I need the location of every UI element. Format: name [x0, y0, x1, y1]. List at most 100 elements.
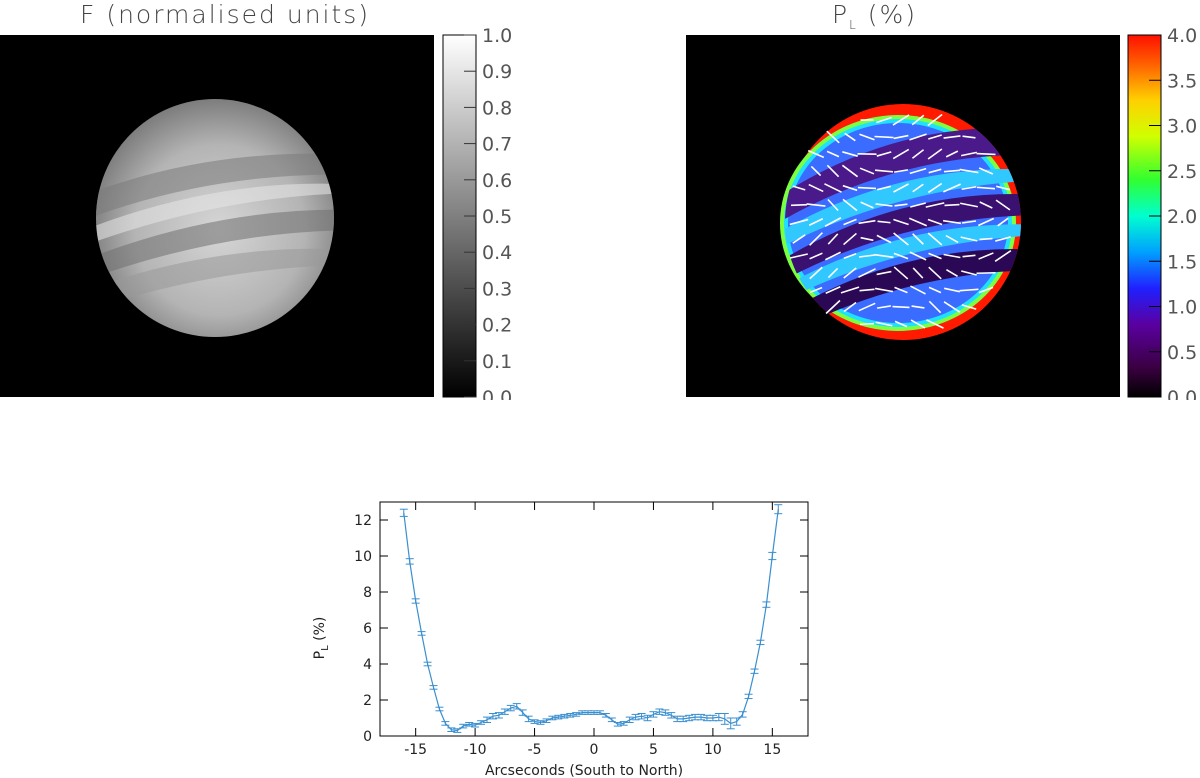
series-line: [403, 509, 779, 732]
polarization-vector: [894, 320, 908, 328]
x-tick-label: -5: [528, 742, 542, 758]
colorbar-tick-label: 1.5: [1167, 251, 1197, 273]
colorbar-tick-label: 0.6: [482, 170, 512, 192]
polarization-vector: [961, 304, 977, 310]
polarization-vector: [874, 253, 894, 259]
polarization-vector: [927, 232, 943, 246]
polarization-vector: [808, 218, 824, 226]
polarization-vector: [827, 267, 839, 279]
polarization-vector: [976, 186, 996, 190]
polarization-vector: [962, 254, 976, 258]
polarization-vector: [997, 217, 1009, 227]
colorbar-tick-label: 0.1: [482, 351, 512, 373]
polarization-vector: [944, 287, 960, 293]
polarization-vector: [809, 266, 823, 280]
polarization-vector: [827, 233, 839, 245]
polarization-vector: [912, 267, 924, 279]
polarization-vector: [807, 149, 825, 159]
colorbar-tick-label: 0.8: [482, 97, 512, 119]
polarization-vector: [893, 134, 909, 140]
polarization-vector: [876, 305, 892, 309]
polarization-vector: [961, 185, 977, 191]
polarization-vector: [875, 203, 893, 207]
polarization-vector: [925, 202, 945, 208]
polarization-vector: [841, 164, 859, 178]
polarization-colorbar: 0.0 0.5 1.0 1.5 2.0 2.5 3.0 3.5 4.0: [1127, 28, 1197, 400]
polarization-vector: [874, 135, 894, 139]
polarization-vector: [876, 116, 892, 124]
polarization-vector: [810, 165, 822, 177]
polarization-vector: [860, 201, 874, 209]
polarization-vector: [858, 302, 876, 312]
polarization-vector: [961, 220, 977, 224]
polarization-vector: [842, 184, 858, 192]
y-tick-label: 6: [363, 621, 372, 637]
polarization-vector: [979, 201, 993, 209]
polarization-vector: [874, 287, 894, 293]
polarization-panel-title: PL (%): [832, 0, 917, 32]
polarization-vector: [912, 183, 924, 193]
polarization-vector: [912, 233, 924, 245]
polarization-vector: [928, 168, 942, 174]
polarization-vector: [893, 232, 909, 246]
polarization-vector: [910, 202, 926, 208]
flux-panel-title: F (normalised units): [80, 0, 371, 29]
polarization-vector: [843, 218, 857, 226]
polarization-vector: [944, 203, 960, 207]
polarization-vector: [842, 151, 858, 157]
colorbar-tick-label: 2.5: [1167, 161, 1197, 183]
polarization-vector: [808, 183, 824, 193]
colorbar-tick-label: 0.4: [482, 242, 512, 264]
flux-colorbar: 0.0 0.1 0.2 0.3 0.4 0.5 0.6 0.7 0.8 0.9 1.0: [442, 28, 512, 400]
polarization-vector: [858, 219, 876, 225]
colorbar-tick-label: 0.3: [482, 278, 512, 300]
polarization-vector: [909, 133, 927, 141]
polarization-vector: [946, 268, 958, 278]
y-tick-label: 10: [354, 549, 372, 565]
polarization-vector: [976, 271, 996, 275]
polarization-vector: [928, 286, 942, 294]
polarization-vector: [959, 288, 979, 292]
colorbar-tick-label: 3.0: [1167, 116, 1197, 138]
polarization-vector: [877, 185, 891, 191]
polarization-vector: [790, 203, 808, 207]
polarization-vector: [942, 219, 962, 225]
x-tick-label: 0: [590, 742, 599, 758]
polarization-vectors: [789, 113, 1012, 329]
polarization-vector: [892, 305, 910, 309]
polarization-vector: [978, 252, 994, 260]
polarization-vector: [928, 134, 942, 140]
polarization-vector: [858, 254, 876, 258]
polarization-vector: [894, 203, 908, 207]
polarization-vector: [825, 299, 841, 315]
x-tick-label: -10: [464, 742, 487, 758]
polarization-vector: [893, 218, 909, 226]
polarization-vector: [827, 198, 839, 212]
polarization-vector: [826, 130, 840, 144]
polarization-vector: [928, 252, 942, 260]
colorbar-tick-label: 0.0: [482, 387, 512, 400]
polarization-vector: [893, 169, 909, 173]
polarization-vector: [945, 234, 959, 244]
pl-profile-chart: Arcseconds (South to North) PL (%) -15 -1…: [312, 501, 809, 778]
x-tick-label: 15: [763, 742, 781, 758]
colorbar-tick-label: 0.7: [482, 134, 512, 156]
polarization-vector: [909, 251, 927, 261]
y-tick-label: 4: [363, 657, 372, 673]
colorbar-tick-label: 4.0: [1167, 28, 1197, 47]
y-axis-label: PL (%): [312, 617, 331, 660]
polarization-vector: [961, 151, 977, 157]
polarization-vector: [840, 286, 860, 294]
polarization-vector: [943, 169, 961, 173]
x-tick-label: 10: [704, 742, 722, 758]
polarization-vector: [876, 151, 892, 157]
polarization-vector: [858, 268, 876, 278]
polarization-vector: [978, 286, 994, 294]
polarization-vector: [892, 114, 910, 126]
x-tick-label: 5: [649, 742, 658, 758]
polarization-vector: [843, 301, 857, 313]
plot-frame: [379, 501, 809, 737]
polarization-vector: [844, 132, 856, 142]
polarization-vector: [875, 321, 893, 327]
polarization-vector: [908, 217, 928, 227]
